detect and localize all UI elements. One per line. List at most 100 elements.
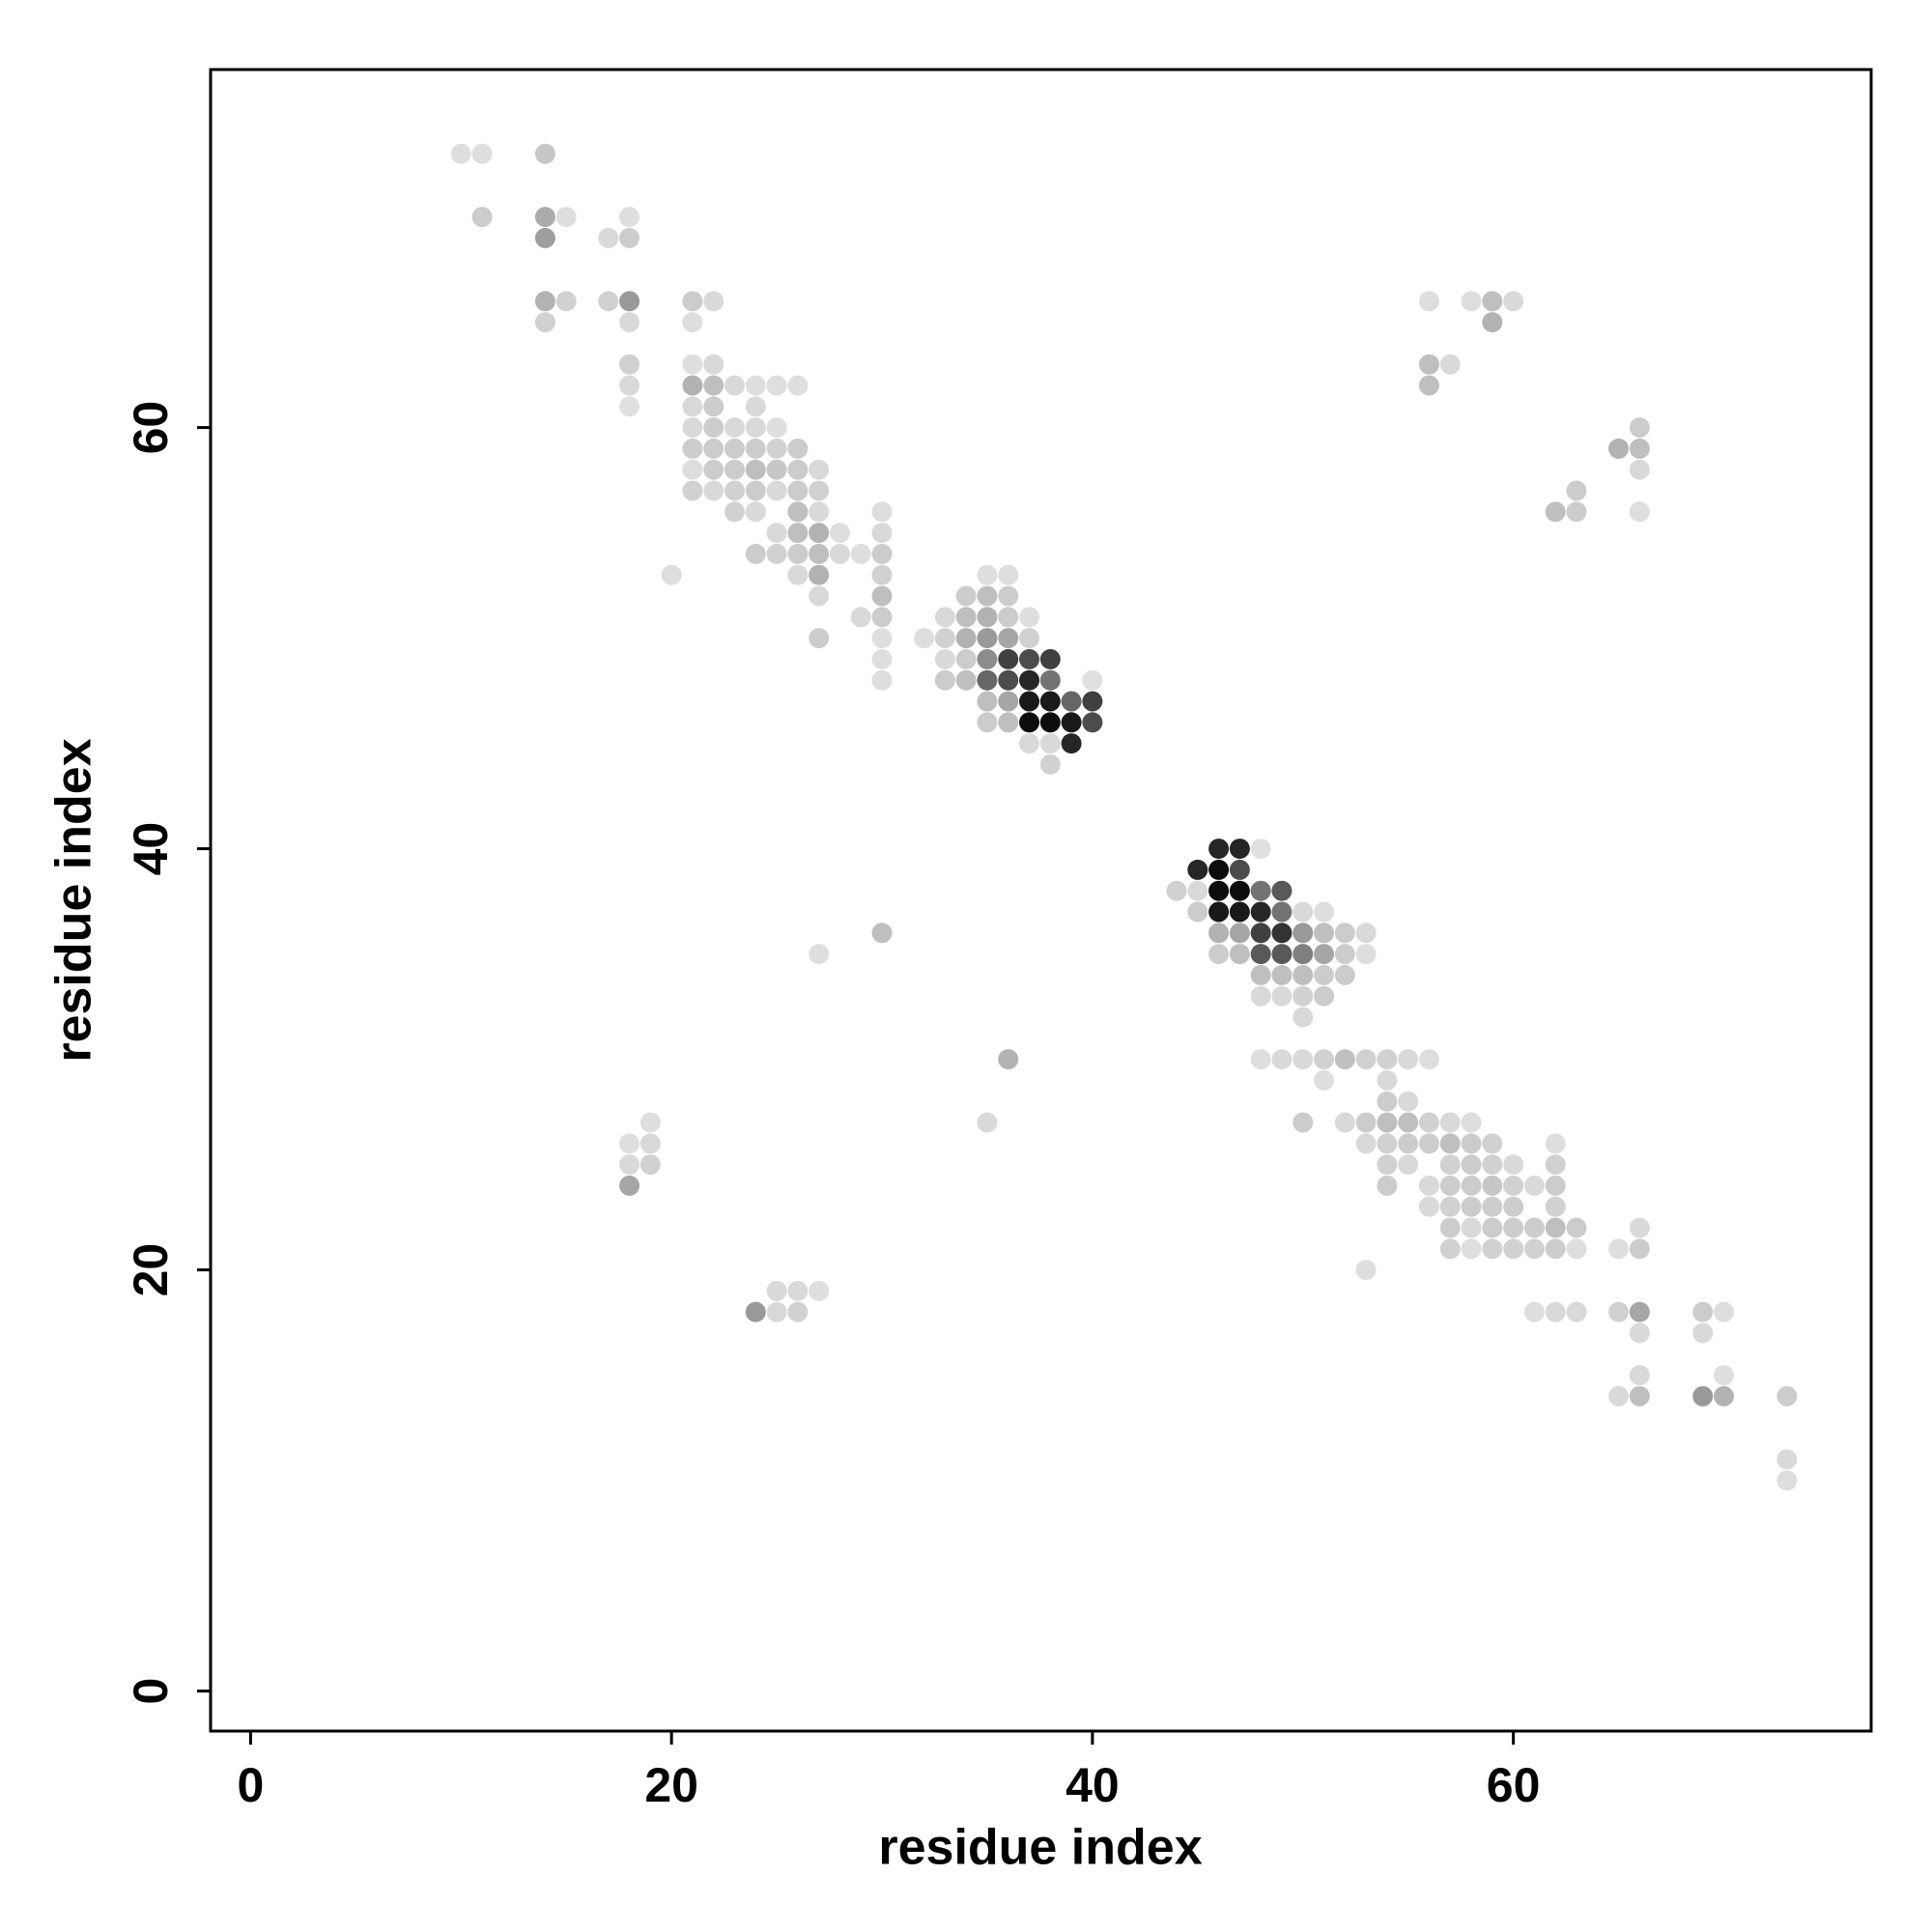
contact-point <box>703 459 724 480</box>
contact-point <box>1250 880 1271 901</box>
contact-point <box>1461 1133 1482 1154</box>
contact-point <box>1545 501 1566 523</box>
contact-point <box>1629 1385 1650 1406</box>
contact-point <box>1713 1301 1734 1322</box>
contact-point <box>1187 880 1208 901</box>
contact-point <box>787 543 809 564</box>
contact-point <box>1314 1069 1335 1091</box>
contact-point <box>619 207 640 228</box>
contact-point <box>977 1112 998 1133</box>
contact-point <box>871 607 893 628</box>
contact-point <box>1293 944 1314 965</box>
contact-point <box>1293 1112 1314 1133</box>
contact-point <box>1545 1133 1566 1154</box>
contact-point <box>1039 648 1061 669</box>
contact-point <box>1271 880 1293 901</box>
contact-point <box>1482 1133 1503 1154</box>
contact-point <box>1461 291 1482 312</box>
contact-point <box>766 543 787 564</box>
contact-point <box>1545 1301 1566 1322</box>
contact-point <box>977 712 998 733</box>
contact-point <box>955 628 977 649</box>
contact-point <box>619 354 640 375</box>
x-tick-label: 0 <box>237 1758 264 1812</box>
contact-point <box>703 417 724 439</box>
contact-point <box>724 459 745 480</box>
contact-point <box>871 543 893 564</box>
contact-point <box>1545 1217 1566 1238</box>
contact-point <box>1166 880 1187 901</box>
contact-point <box>1229 838 1250 860</box>
contact-point <box>745 501 766 523</box>
contact-point <box>1545 1175 1566 1196</box>
contact-point <box>1293 964 1314 985</box>
contact-point <box>1629 501 1650 523</box>
contact-point <box>1461 1154 1482 1176</box>
contact-point <box>871 523 893 544</box>
contact-point <box>809 1280 830 1301</box>
contact-point <box>766 1301 787 1322</box>
contact-point <box>1334 964 1355 985</box>
contact-point <box>745 375 766 396</box>
contact-point <box>998 669 1019 691</box>
contact-point <box>1608 1301 1630 1322</box>
contact-point <box>1334 923 1355 944</box>
contact-point <box>1439 1238 1461 1260</box>
contact-point <box>1187 901 1208 923</box>
contact-point <box>1250 1049 1271 1070</box>
contact-point <box>809 585 830 607</box>
contact-point <box>1503 1196 1524 1217</box>
plot-frame <box>209 68 1873 1733</box>
contact-point <box>1398 1154 1419 1176</box>
contact-point <box>809 459 830 480</box>
contact-point <box>1019 648 1040 669</box>
contact-point <box>977 607 998 628</box>
contact-point <box>1229 944 1250 965</box>
contact-point <box>1314 944 1335 965</box>
contact-point <box>1439 1133 1461 1154</box>
contact-point <box>1461 1238 1482 1260</box>
contact-point <box>1355 1049 1377 1070</box>
contact-point <box>1250 838 1271 860</box>
contact-point <box>1629 417 1650 439</box>
contact-point <box>555 207 577 228</box>
contact-point <box>1418 375 1439 396</box>
contact-point <box>787 1280 809 1301</box>
contact-point <box>639 1154 661 1176</box>
contact-point <box>682 312 703 333</box>
contact-point <box>1418 1049 1439 1070</box>
contact-point <box>1271 901 1293 923</box>
contact-point <box>1482 1154 1503 1176</box>
contact-point <box>1250 923 1271 944</box>
contact-point <box>1629 1238 1650 1260</box>
contact-point <box>1503 1217 1524 1238</box>
contact-point <box>745 459 766 480</box>
contact-point <box>1271 923 1293 944</box>
contact-point <box>934 607 955 628</box>
x-tick-label: 60 <box>1487 1758 1541 1812</box>
contact-point <box>1271 944 1293 965</box>
contact-point <box>619 396 640 417</box>
contact-point <box>1398 1091 1419 1112</box>
contact-point <box>1461 1175 1482 1196</box>
contact-point <box>829 543 850 564</box>
contact-point <box>534 291 555 312</box>
contact-point <box>1377 1112 1398 1133</box>
contact-point <box>703 480 724 501</box>
contact-point <box>1629 459 1650 480</box>
contact-point <box>745 438 766 459</box>
contact-point <box>1398 1112 1419 1133</box>
contact-point <box>1229 859 1250 880</box>
contact-point <box>1019 733 1040 754</box>
contact-point <box>1629 1217 1650 1238</box>
contact-point <box>1019 607 1040 628</box>
contact-point <box>1461 1217 1482 1238</box>
contact-point <box>1418 1175 1439 1196</box>
x-axis-title: residue index <box>878 1820 1202 1876</box>
contact-point <box>745 543 766 564</box>
contact-point <box>1566 1238 1587 1260</box>
contact-point <box>1503 291 1524 312</box>
contact-point <box>703 438 724 459</box>
contact-point <box>1566 1301 1587 1322</box>
contact-point <box>1418 1112 1439 1133</box>
